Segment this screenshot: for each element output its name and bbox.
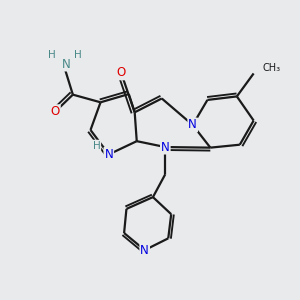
- Text: N: N: [188, 118, 197, 131]
- Text: O: O: [51, 105, 60, 118]
- Text: N: N: [104, 148, 113, 161]
- Text: CH₃: CH₃: [262, 63, 280, 73]
- Text: H: H: [74, 50, 81, 60]
- Text: H: H: [48, 50, 56, 60]
- Text: N: N: [62, 58, 71, 70]
- Text: O: O: [116, 66, 126, 80]
- Text: H: H: [92, 141, 100, 151]
- Text: N: N: [140, 244, 149, 256]
- Text: N: N: [161, 141, 170, 154]
